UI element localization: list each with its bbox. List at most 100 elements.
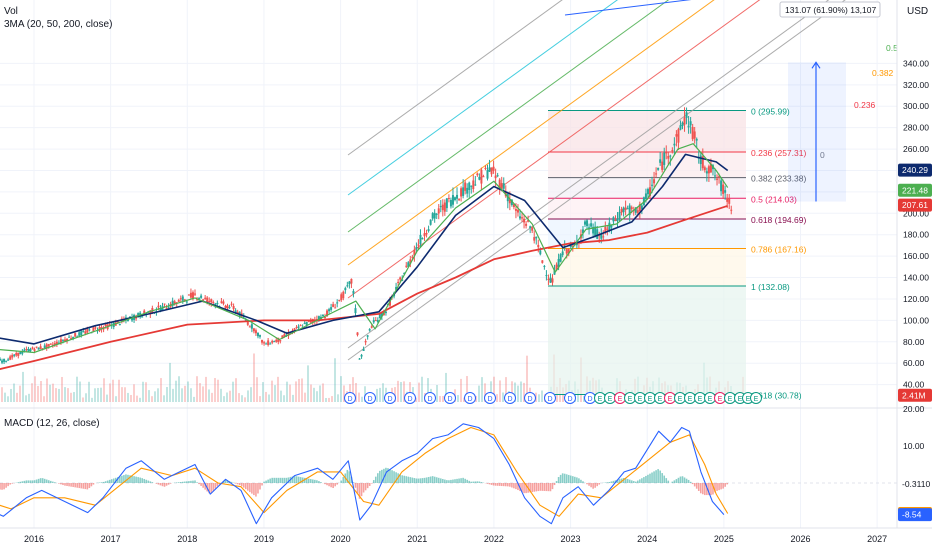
macd-histogram-bar xyxy=(230,481,233,483)
time-tick-label: 2023 xyxy=(561,534,581,544)
macd-indicator-label[interactable]: MACD (12, 26, close) xyxy=(4,418,100,429)
volume-bar xyxy=(301,378,303,402)
candle-body xyxy=(330,307,333,310)
macd-histogram-bar xyxy=(307,478,310,483)
event-marker-label: D xyxy=(447,396,452,403)
candle-body xyxy=(551,278,554,283)
candle-body xyxy=(510,199,513,206)
candle-body xyxy=(640,205,643,210)
candle-body xyxy=(502,183,505,189)
volume-bar xyxy=(229,390,231,402)
candle-body xyxy=(496,175,499,177)
macd-histogram-bar xyxy=(504,483,507,487)
volume-bar xyxy=(64,387,66,402)
candle-body xyxy=(191,292,194,300)
fib-zone-band xyxy=(548,151,746,178)
macd-histogram-bar xyxy=(651,472,653,483)
macd-histogram-bar xyxy=(257,483,259,494)
candle-body xyxy=(407,262,410,267)
macd-histogram-bar xyxy=(198,483,200,485)
volume-bar xyxy=(226,392,228,402)
vol-indicator-label[interactable]: Vol xyxy=(4,6,18,17)
candle-body xyxy=(630,207,633,210)
volume-bar xyxy=(514,382,516,402)
macd-histogram-bar xyxy=(177,482,180,483)
candle-body xyxy=(590,223,593,227)
macd-histogram-bar xyxy=(332,483,334,489)
candle-body xyxy=(39,346,42,349)
price-range-measure[interactable]: 131.07 (61.90%) 13,107 xyxy=(779,1,881,202)
macd-histogram-bar xyxy=(106,480,109,483)
fib-channel-line xyxy=(347,0,715,266)
macd-histogram-bar xyxy=(364,483,367,491)
macd-histogram-bar xyxy=(659,470,661,483)
macd-histogram-bar xyxy=(125,474,127,483)
event-marker-label: D xyxy=(507,396,512,403)
volume-bar xyxy=(16,392,18,402)
macd-histogram-bar xyxy=(368,483,371,486)
macd-value-badge xyxy=(898,508,932,522)
candle-body xyxy=(108,324,111,326)
candle-body xyxy=(602,236,605,238)
trend-line xyxy=(564,0,692,16)
macd-histogram-bar xyxy=(210,483,213,494)
candle-body xyxy=(74,333,77,337)
ma-indicator-label[interactable]: 3MA (20, 50, 200, close) xyxy=(4,19,112,30)
fib-zone-band xyxy=(548,248,746,287)
price-tick-label: 40.00 xyxy=(903,380,925,390)
price-tick-label: 80.00 xyxy=(903,337,925,347)
volume-bar xyxy=(118,379,120,402)
volume-bar xyxy=(310,384,312,402)
macd-histogram-bar xyxy=(472,481,475,483)
macd-histogram-bar xyxy=(255,483,257,497)
candle-body xyxy=(701,156,704,169)
macd-histogram-bar xyxy=(45,479,48,483)
macd-histogram-bar xyxy=(439,478,442,483)
candle-body xyxy=(305,321,308,326)
macd-histogram-bar xyxy=(112,478,115,483)
candle-body xyxy=(163,303,166,305)
volume-bar xyxy=(475,395,477,402)
candle-body xyxy=(673,143,676,146)
macd-histogram-bar xyxy=(431,476,434,483)
macd-histogram-bar xyxy=(677,477,680,483)
volume-bar xyxy=(313,387,315,402)
fib-level-label: 1 (132.08) xyxy=(751,282,790,292)
macd-histogram-bar xyxy=(531,483,533,493)
macd-histogram-bar xyxy=(476,481,479,483)
macd-histogram-bar xyxy=(624,478,627,483)
macd-histogram-bar xyxy=(474,481,477,483)
macd-histogram-bar xyxy=(66,483,68,486)
candle-body xyxy=(173,301,176,305)
candle-body xyxy=(614,219,617,221)
volume-bar xyxy=(109,383,111,402)
candle-body xyxy=(545,275,548,277)
candle-body xyxy=(222,301,225,304)
volume-bar xyxy=(217,379,219,402)
candle-body xyxy=(533,237,536,241)
macd-line xyxy=(0,423,725,525)
candle-body xyxy=(709,163,712,173)
macd-histogram-bar xyxy=(637,480,639,483)
price-badge xyxy=(898,198,932,212)
volume-bar xyxy=(145,382,147,402)
macd-histogram-bar xyxy=(72,483,74,488)
macd-histogram-bar xyxy=(553,483,556,486)
candle-body xyxy=(488,167,491,172)
candle-body xyxy=(636,210,639,213)
macd-histogram-bar xyxy=(423,477,426,483)
volume-bar xyxy=(337,394,339,402)
macd-histogram-bar xyxy=(366,483,369,489)
candle-body xyxy=(687,125,690,128)
macd-histogram-bar xyxy=(135,476,137,483)
candle-body xyxy=(588,227,591,229)
event-marker-label: E xyxy=(708,396,713,403)
candle-body xyxy=(92,327,95,332)
volume-bar xyxy=(520,381,522,402)
volume-bar xyxy=(316,391,318,402)
candle-body xyxy=(15,353,18,356)
event-marker-label: D xyxy=(587,396,592,403)
macd-histogram-bar xyxy=(685,478,688,483)
candle-body xyxy=(208,301,211,303)
